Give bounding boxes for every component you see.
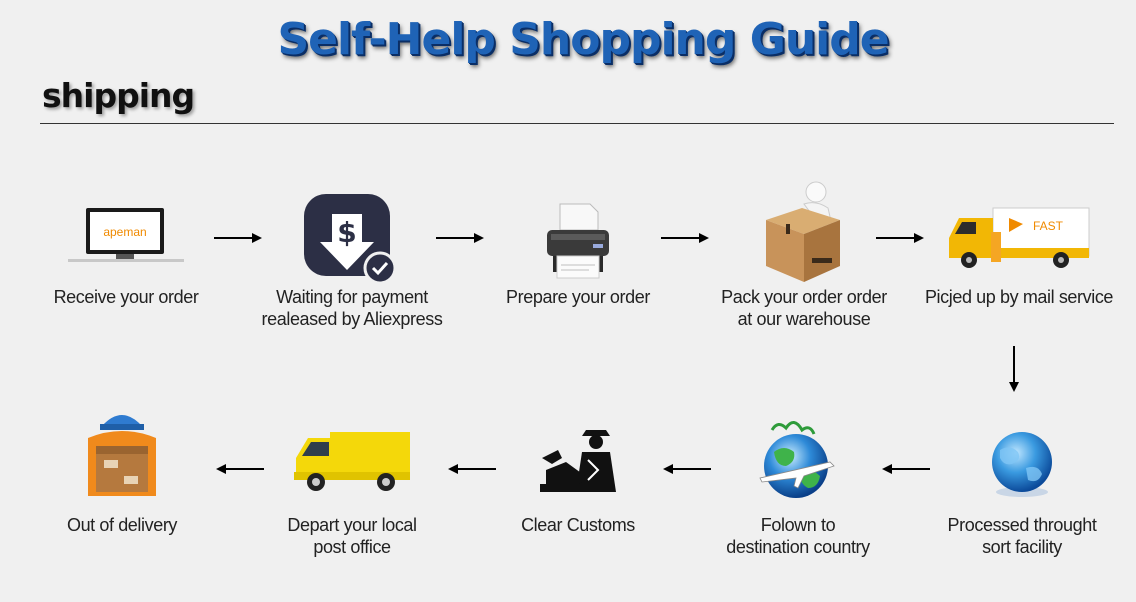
- yellow-van-icon: [290, 428, 414, 499]
- arrow-left-icon: [663, 464, 711, 474]
- arrow-right-icon: [876, 233, 924, 243]
- step-label: Waiting for payment realeased by Aliexpr…: [261, 287, 443, 329]
- arrow-left-icon: [448, 464, 496, 474]
- step-label: Processed throught sort facility: [947, 515, 1097, 557]
- globe-airplane-icon: [750, 416, 846, 513]
- section-heading: shipping: [42, 76, 195, 115]
- printer-icon: [543, 200, 613, 287]
- step-label: Out of delivery: [66, 515, 178, 535]
- step-prepare: Prepare your order: [473, 196, 683, 316]
- step-label: Folown to destination country: [726, 515, 870, 557]
- package-icon: [756, 178, 852, 291]
- arrow-right-icon: [214, 233, 262, 243]
- arrow-left-icon: [216, 464, 264, 474]
- step-payment: $ Waiting for payment realeased by Aliex…: [247, 186, 457, 336]
- arrow-right-icon: [661, 233, 709, 243]
- globe-icon: [982, 428, 1062, 505]
- step-receive: apeman Receive your order: [21, 196, 231, 316]
- truck-fast-text: FAST: [1033, 219, 1064, 233]
- divider: [40, 123, 1114, 124]
- step-customs: Clear Customs: [473, 420, 683, 550]
- step-flown: Folown to destination country: [693, 412, 903, 572]
- step-depart: Depart your local post office: [247, 420, 457, 570]
- step-label: Receive your order: [53, 287, 199, 307]
- step-label: Pack your order order at our warehouse: [721, 287, 887, 329]
- step-pickup: FAST Picjed up by mail service: [914, 196, 1124, 316]
- arrow-down-icon: [1009, 346, 1019, 392]
- step-out: Out of delivery: [17, 400, 227, 570]
- step-sort: Processed throught sort facility: [917, 420, 1127, 570]
- step-pack: Pack your order order at our warehouse: [699, 178, 909, 338]
- svg-text:$: $: [337, 216, 356, 249]
- courier-icon: [82, 404, 162, 505]
- step-label: Prepare your order: [506, 287, 650, 307]
- step-label: Clear Customs: [521, 515, 635, 535]
- page-title: Self-Help Shopping Guide: [277, 14, 889, 65]
- apeman-logo: apeman: [103, 225, 146, 239]
- step-label: Picjed up by mail service: [924, 287, 1114, 307]
- delivery-truck-icon: FAST: [945, 204, 1093, 279]
- dollar-download-icon: $: [302, 192, 402, 289]
- customs-officer-icon: [536, 426, 620, 503]
- monitor-icon: apeman: [66, 206, 186, 269]
- arrow-left-icon: [882, 464, 930, 474]
- arrow-right-icon: [436, 233, 484, 243]
- step-label: Depart your local post office: [287, 515, 417, 557]
